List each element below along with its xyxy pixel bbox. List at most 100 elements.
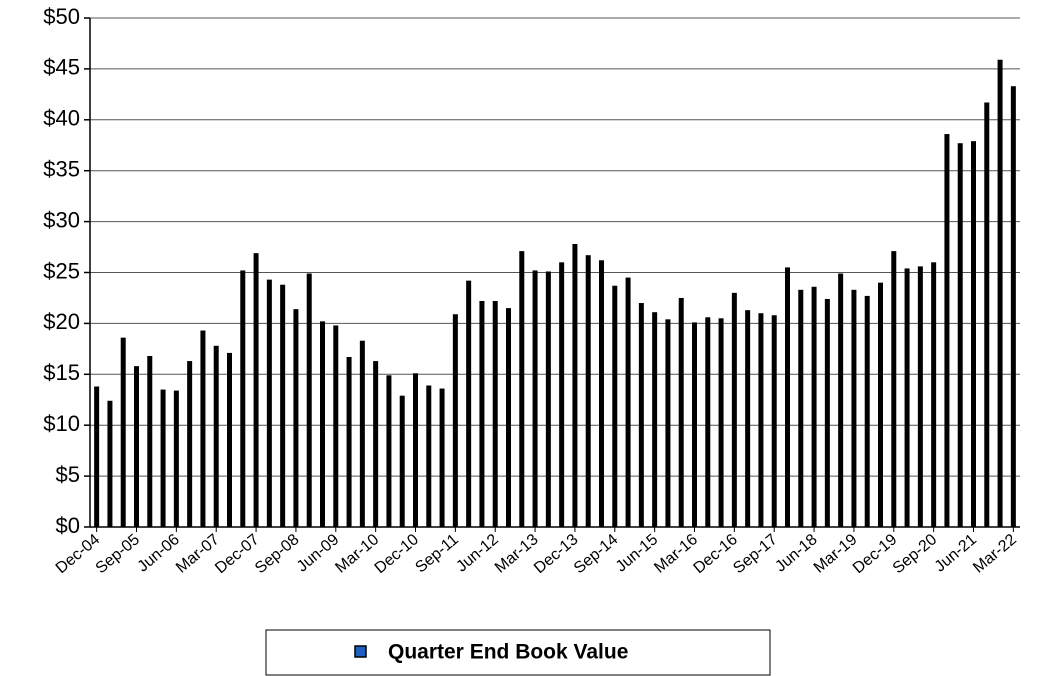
y-tick-label: $5 (56, 462, 80, 487)
bar (266, 279, 272, 527)
x-tick-label: Dec-13 (531, 531, 582, 577)
bar (944, 134, 950, 527)
bar (479, 301, 485, 527)
bar (227, 352, 232, 527)
y-tick-label: $10 (43, 411, 80, 436)
bar (599, 260, 604, 527)
bar (320, 321, 325, 527)
bar (373, 361, 379, 527)
x-tick-label: Dec-04 (53, 531, 104, 577)
bar (545, 271, 551, 527)
x-tick-label: Mar-10 (332, 531, 382, 577)
bar (824, 298, 830, 527)
y-tick-label: $50 (43, 4, 80, 29)
x-tick-label: Dec-07 (212, 531, 263, 577)
bar (692, 322, 697, 527)
bar (160, 389, 166, 527)
bar (519, 251, 525, 527)
bar (333, 325, 339, 527)
bar (718, 318, 724, 527)
bar (997, 59, 1003, 527)
bar (200, 330, 206, 527)
bar (439, 388, 445, 527)
bar (452, 314, 458, 527)
bar (466, 280, 472, 527)
bar (134, 366, 139, 527)
bar (94, 386, 100, 527)
x-tick-label: Jun-12 (453, 531, 501, 576)
bar (147, 355, 153, 527)
bar (240, 270, 246, 527)
bar (851, 289, 857, 527)
bar (187, 361, 193, 527)
x-tick-label: Mar-07 (173, 531, 223, 577)
bar (506, 308, 511, 527)
bar (971, 141, 976, 528)
x-tick-label: Dec-16 (690, 531, 741, 577)
bar (293, 309, 299, 527)
x-tick-label: Dec-19 (850, 531, 901, 577)
bar (931, 262, 937, 527)
bar (492, 301, 498, 527)
x-tick-label: Mar-16 (651, 531, 701, 577)
x-tick-label: Mar-19 (811, 531, 861, 577)
x-tick-label: Sep-05 (93, 531, 144, 577)
bar (346, 356, 352, 527)
bar (585, 255, 591, 527)
bar (705, 317, 711, 527)
bar (280, 284, 286, 527)
bar (811, 286, 817, 527)
bar (1010, 86, 1016, 528)
bar (785, 267, 790, 527)
y-tick-label: $15 (43, 360, 80, 385)
legend-box (265, 629, 771, 676)
legend-swatch (354, 645, 367, 658)
bar (917, 266, 923, 527)
bar (864, 295, 870, 527)
bar (878, 282, 883, 527)
bar (413, 373, 418, 527)
bar (678, 297, 684, 527)
bar (532, 270, 538, 527)
x-tick-label: Dec-10 (372, 531, 423, 577)
bar (306, 273, 312, 527)
x-tick-label: Sep-20 (890, 531, 941, 577)
x-tick-label: Mar-22 (970, 531, 1020, 577)
bar (213, 345, 219, 527)
bar (638, 303, 644, 527)
bar (173, 390, 179, 527)
bar (559, 262, 565, 527)
bar (426, 385, 432, 527)
bar (652, 312, 658, 527)
y-tick-label: $20 (43, 309, 80, 334)
bar (120, 337, 126, 527)
x-tick-label: Sep-17 (730, 531, 781, 577)
y-tick-label: $25 (43, 258, 80, 283)
y-tick-label: $30 (43, 207, 80, 232)
bar (399, 395, 405, 527)
bar (957, 143, 963, 528)
bar (838, 273, 844, 527)
y-tick-label: $40 (43, 106, 80, 131)
bar (253, 253, 259, 527)
bar (771, 315, 777, 527)
x-tick-label: Mar-13 (492, 531, 542, 577)
bar (904, 268, 910, 527)
bar (758, 313, 764, 527)
x-tick-label: Jun-18 (772, 531, 820, 576)
legend-label: Quarter End Book Value (388, 641, 628, 664)
x-tick-label: Jun-15 (613, 531, 661, 576)
bar (625, 277, 631, 527)
x-tick-label: Jun-06 (135, 531, 183, 576)
x-tick-label: Sep-08 (252, 531, 303, 577)
x-tick-label: Sep-14 (571, 531, 622, 577)
x-tick-label: Jun-21 (932, 531, 980, 576)
y-tick-label: $45 (43, 55, 80, 80)
y-tick-label: $0 (56, 513, 80, 538)
bar (665, 319, 671, 527)
y-tick-label: $35 (43, 157, 80, 182)
bar (359, 340, 365, 527)
bar (745, 310, 751, 527)
bar (107, 400, 113, 527)
